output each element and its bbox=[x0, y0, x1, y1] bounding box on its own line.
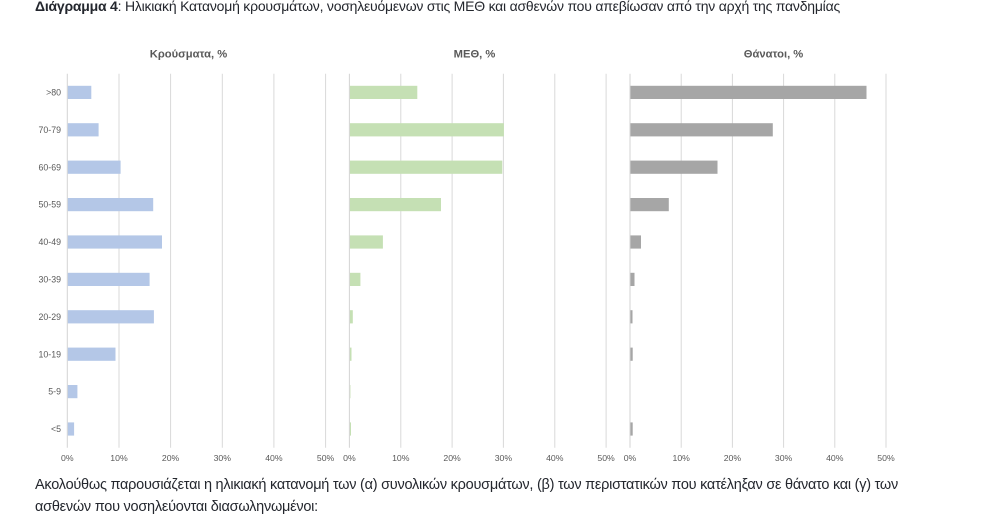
svg-text:Θάνατοι, %: Θάνατοι, % bbox=[744, 49, 804, 61]
svg-text:>80: >80 bbox=[46, 88, 61, 98]
svg-text:30%: 30% bbox=[495, 453, 513, 463]
svg-text:5-9: 5-9 bbox=[48, 387, 61, 397]
svg-text:30%: 30% bbox=[214, 453, 232, 463]
svg-text:ΜΕΘ, %: ΜΕΘ, % bbox=[454, 49, 496, 61]
svg-text:20-29: 20-29 bbox=[39, 312, 62, 322]
svg-text:10%: 10% bbox=[110, 453, 128, 463]
svg-text:50-59: 50-59 bbox=[39, 200, 62, 210]
svg-text:20%: 20% bbox=[443, 453, 461, 463]
svg-text:60-69: 60-69 bbox=[39, 162, 62, 172]
svg-text:20%: 20% bbox=[162, 453, 180, 463]
svg-text:50%: 50% bbox=[877, 453, 895, 463]
svg-text:40%: 40% bbox=[546, 453, 564, 463]
svg-text:10%: 10% bbox=[392, 453, 410, 463]
svg-text:Κρούσματα, %: Κρούσματα, % bbox=[150, 49, 227, 61]
svg-text:40%: 40% bbox=[826, 453, 844, 463]
svg-text:<5: <5 bbox=[51, 424, 61, 434]
svg-text:20%: 20% bbox=[724, 453, 742, 463]
svg-text:0%: 0% bbox=[343, 453, 356, 463]
svg-text:30%: 30% bbox=[775, 453, 793, 463]
svg-text:30-39: 30-39 bbox=[39, 275, 62, 285]
svg-text:50%: 50% bbox=[317, 453, 335, 463]
svg-text:10-19: 10-19 bbox=[39, 349, 62, 359]
svg-text:40-49: 40-49 bbox=[39, 237, 62, 247]
svg-text:70-79: 70-79 bbox=[39, 125, 62, 135]
svg-text:40%: 40% bbox=[265, 453, 283, 463]
svg-text:0%: 0% bbox=[624, 453, 637, 463]
svg-text:0%: 0% bbox=[61, 453, 74, 463]
svg-text:50%: 50% bbox=[597, 453, 615, 463]
svg-text:10%: 10% bbox=[673, 453, 691, 463]
